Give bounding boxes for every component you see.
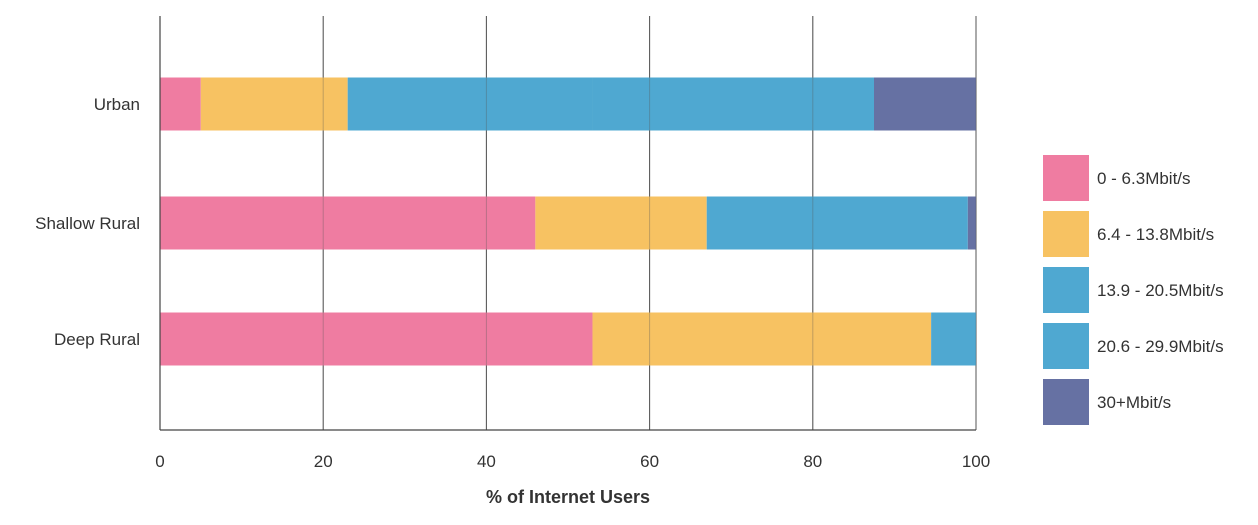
legend: 0 - 6.3Mbit/s 6.4 - 13.8Mbit/s 13.9 - 20.5… bbox=[1043, 155, 1224, 425]
legend-label-4: 20.6 - 29.9Mbit/s bbox=[1097, 337, 1224, 356]
axes bbox=[159, 16, 976, 431]
bar-urban-series-1 bbox=[160, 77, 201, 131]
legend-swatch-4 bbox=[1043, 323, 1089, 369]
x-axis-title: % of Internet Users bbox=[486, 487, 650, 507]
x-tick-label-80: 80 bbox=[803, 452, 822, 471]
bar-urban-series-3 bbox=[347, 77, 593, 131]
bar-urban-series-4 bbox=[592, 77, 874, 131]
legend-label-3: 13.9 - 20.5Mbit/s bbox=[1097, 281, 1224, 300]
category-label-shallow-rural: Shallow Rural bbox=[35, 214, 140, 233]
category-labels: Urban Shallow Rural Deep Rural bbox=[35, 95, 140, 349]
x-tick-labels: 0 20 40 60 80 100 bbox=[155, 452, 990, 471]
bar-deep-rural-series-2 bbox=[592, 312, 932, 366]
legend-label-5: 30+Mbit/s bbox=[1097, 393, 1171, 412]
bar-shallow-rural-series-2 bbox=[535, 196, 707, 250]
bar-shallow-rural-series-4 bbox=[874, 196, 968, 250]
x-tick-label-0: 0 bbox=[155, 452, 164, 471]
x-tick-label-20: 20 bbox=[314, 452, 333, 471]
legend-swatch-5 bbox=[1043, 379, 1089, 425]
bar-shallow-rural-series-3 bbox=[706, 196, 874, 250]
bar-deep-rural-series-1 bbox=[160, 312, 593, 366]
bar-urban-series-2 bbox=[200, 77, 348, 131]
legend-swatch-3 bbox=[1043, 267, 1089, 313]
bars bbox=[160, 16, 977, 430]
x-tick-label-100: 100 bbox=[962, 452, 990, 471]
x-tick-label-60: 60 bbox=[640, 452, 659, 471]
bar-urban-series-5 bbox=[874, 77, 976, 131]
x-tick-label-40: 40 bbox=[477, 452, 496, 471]
legend-swatch-1 bbox=[1043, 155, 1089, 201]
category-label-deep-rural: Deep Rural bbox=[54, 330, 140, 349]
bar-deep-rural-series-3 bbox=[931, 312, 976, 366]
bar-shallow-rural-series-5 bbox=[967, 196, 976, 250]
category-label-urban: Urban bbox=[94, 95, 140, 114]
legend-label-1: 0 - 6.3Mbit/s bbox=[1097, 169, 1191, 188]
bar-shallow-rural-series-1 bbox=[160, 196, 536, 250]
legend-swatch-2 bbox=[1043, 211, 1089, 257]
legend-label-2: 6.4 - 13.8Mbit/s bbox=[1097, 225, 1214, 244]
